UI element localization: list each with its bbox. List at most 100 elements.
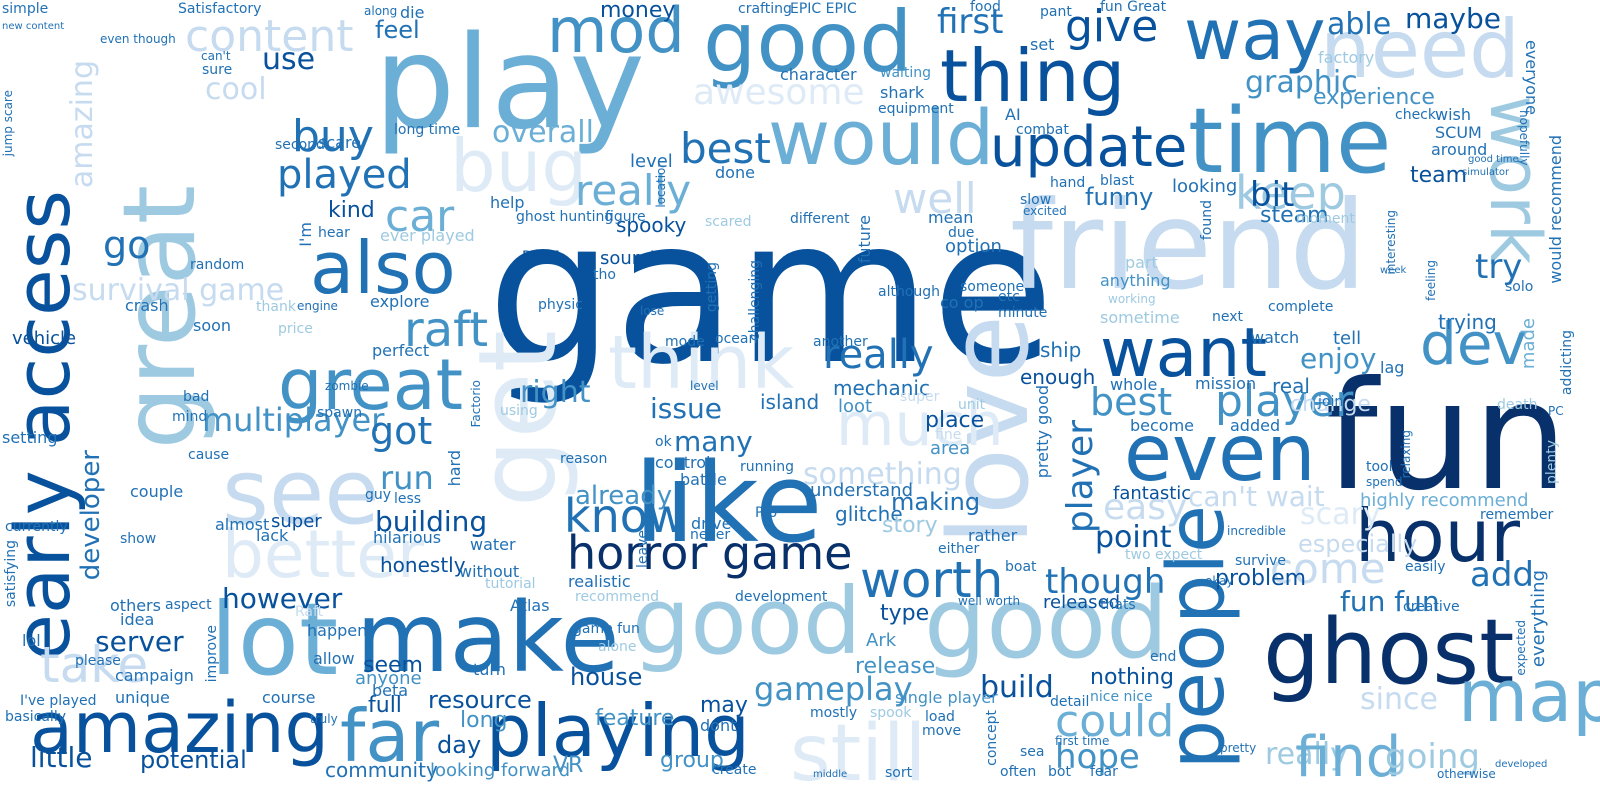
word-scary: scary bbox=[1300, 497, 1381, 532]
word-added: added bbox=[1230, 416, 1281, 435]
word-hand: hand bbox=[1050, 175, 1086, 191]
word-enjoy: enjoy bbox=[1300, 342, 1377, 375]
word-satisfying-vertical: satisfying bbox=[3, 540, 19, 608]
word-survive: survive bbox=[1235, 553, 1286, 569]
word-great-2: great bbox=[278, 344, 464, 426]
word-tell: tell bbox=[1333, 328, 1362, 349]
word-ship: ship bbox=[1040, 338, 1082, 362]
word-random: random bbox=[190, 257, 245, 273]
word-sometime: sometime bbox=[1100, 308, 1180, 327]
word-truly: truly bbox=[310, 712, 338, 726]
word-place: place bbox=[925, 408, 985, 433]
word-see: see bbox=[222, 440, 380, 545]
word-far: far bbox=[340, 694, 440, 778]
word-boat: boat bbox=[1005, 559, 1037, 575]
word-show: show bbox=[120, 531, 157, 547]
word-many: many bbox=[674, 425, 753, 458]
word-simple: simple bbox=[2, 1, 49, 17]
word-cant-wait: can't wait bbox=[1188, 480, 1325, 513]
word-perfect: perfect bbox=[372, 341, 430, 360]
word-release: release bbox=[855, 654, 936, 679]
word-fantastic: fantastic bbox=[1113, 483, 1192, 504]
word-Raft: Raft bbox=[295, 604, 324, 620]
word-little: little bbox=[30, 741, 93, 774]
word-excited: excited bbox=[1023, 204, 1067, 218]
word-create: create bbox=[712, 762, 757, 778]
word-couple: couple bbox=[130, 482, 184, 501]
word-good-time: good time bbox=[1468, 154, 1519, 165]
word-leave-vertical: leave bbox=[635, 530, 651, 568]
word-best-2: best bbox=[1090, 380, 1173, 424]
word-shark: shark bbox=[880, 83, 925, 102]
word-tutorial: tutorial bbox=[485, 576, 536, 592]
word-awesome: awesome bbox=[693, 72, 865, 113]
word-done: done bbox=[715, 163, 755, 182]
word-better: better bbox=[222, 516, 424, 593]
word-super: super bbox=[271, 511, 322, 532]
word-remember: remember bbox=[1480, 507, 1554, 523]
word-add: add bbox=[1470, 555, 1534, 595]
word-though: though bbox=[1045, 562, 1166, 602]
word-good-2: good bbox=[632, 568, 862, 675]
word-turn: turn bbox=[473, 660, 506, 679]
word-hopefully-vertical: hopefully bbox=[1517, 110, 1531, 166]
word-guy: guy bbox=[365, 487, 392, 503]
word-soon: soon bbox=[193, 316, 232, 335]
word-spook: spook bbox=[870, 705, 912, 721]
word-due: due bbox=[948, 225, 975, 241]
word-mostly: mostly bbox=[810, 705, 858, 721]
word-PC: PC bbox=[1548, 404, 1564, 418]
word-money: money bbox=[600, 0, 676, 23]
word-still: still bbox=[790, 709, 927, 799]
word-scare: scare bbox=[318, 133, 362, 152]
word-price: price bbox=[278, 321, 313, 337]
word-less: less bbox=[394, 491, 422, 507]
word-would: would bbox=[768, 93, 995, 182]
word-using: using bbox=[500, 403, 538, 419]
word-glitche: glitche bbox=[835, 502, 903, 526]
word-pretty: pretty bbox=[1220, 741, 1257, 755]
word-die: die bbox=[400, 3, 425, 22]
word-car: car bbox=[385, 191, 455, 242]
word-super-2: super bbox=[900, 389, 940, 405]
word-plenty-vertical: plenty bbox=[1544, 440, 1560, 485]
word-sea: sea bbox=[1020, 744, 1045, 760]
word-issue: issue bbox=[650, 392, 722, 425]
word-mode: mode bbox=[665, 334, 705, 350]
word-control: control bbox=[655, 453, 711, 472]
word-nothing: nothing bbox=[1090, 665, 1174, 690]
word-story: story bbox=[882, 513, 938, 538]
word-idea: idea bbox=[120, 610, 155, 629]
word-long: long bbox=[460, 708, 508, 733]
word-new-content: new content bbox=[2, 21, 65, 32]
word-bot: bot bbox=[1048, 764, 1071, 780]
word-physic: physic bbox=[538, 297, 583, 313]
word-go: go bbox=[103, 223, 151, 267]
word-AI: AI bbox=[1005, 105, 1021, 124]
word-Ive-played: I've played bbox=[20, 693, 97, 709]
word-experience: experience bbox=[1313, 85, 1435, 110]
word-development: development bbox=[735, 589, 828, 605]
word-way: way bbox=[1184, 0, 1326, 76]
word-anyone: anyone bbox=[355, 668, 422, 689]
word-relaxing-vertical: relaxing bbox=[1399, 430, 1413, 479]
word-jump-scare-vertical: jump scare bbox=[1, 90, 15, 157]
word-take: take bbox=[40, 636, 149, 694]
word-cant: can't bbox=[201, 49, 231, 63]
word-simulator: simulator bbox=[1462, 167, 1510, 178]
word-please: please bbox=[75, 653, 121, 669]
word-hope: hope bbox=[1055, 737, 1140, 777]
word-SCUM: SCUM bbox=[1435, 123, 1482, 142]
word-unique: unique bbox=[115, 688, 170, 707]
word-loot: loot bbox=[838, 396, 873, 417]
word-time: time bbox=[1188, 89, 1392, 194]
word-minute: minute bbox=[998, 305, 1048, 321]
word-move: move bbox=[922, 723, 962, 739]
word-problem: problem bbox=[1215, 566, 1307, 591]
word-set: set bbox=[1030, 35, 1055, 54]
word-moment: moment bbox=[1296, 211, 1355, 227]
word-combat: combat bbox=[1016, 122, 1069, 138]
word-setting: setting bbox=[2, 428, 58, 447]
word-something: something bbox=[803, 457, 962, 492]
